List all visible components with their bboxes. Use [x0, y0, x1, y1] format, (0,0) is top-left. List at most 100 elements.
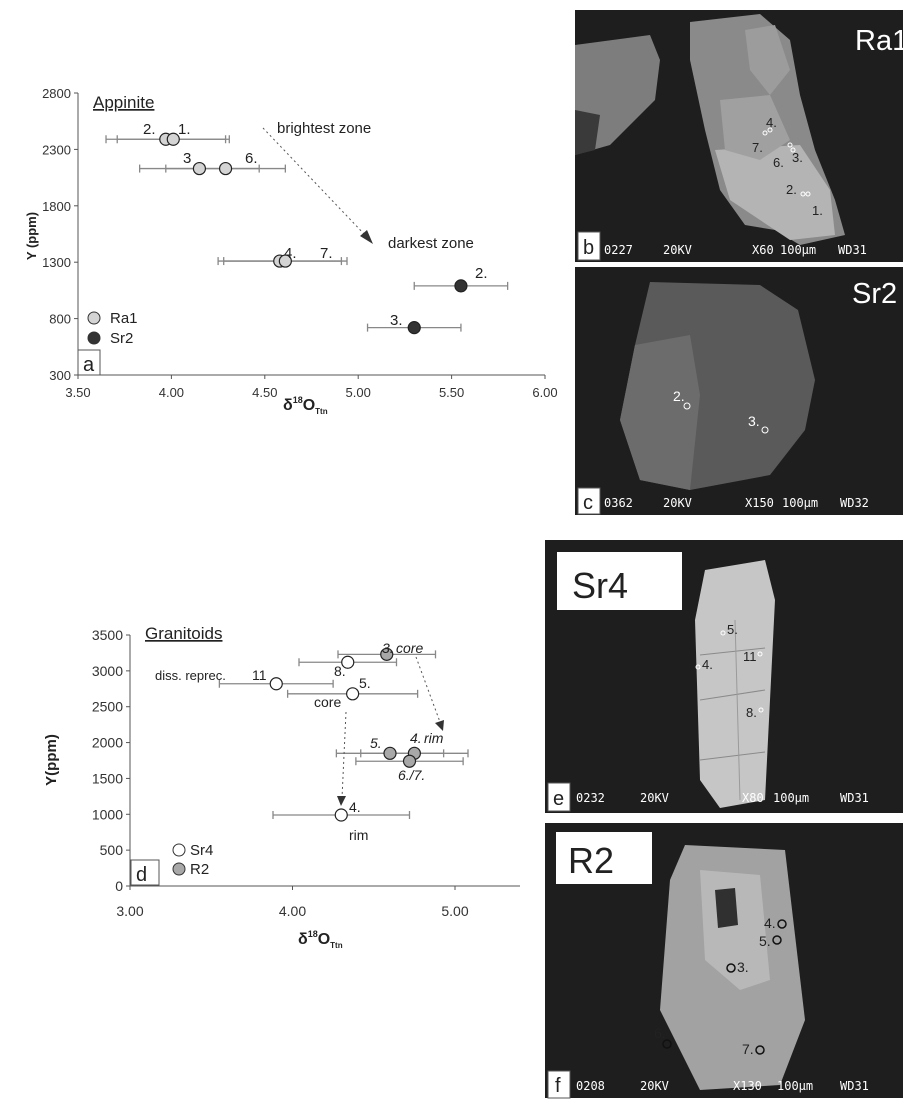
image-panel-f: R2 4. 5. 3. 6. 7. f 0208 20KV X130 100μm… — [545, 823, 903, 1099]
chart-d-label-r2-4: 4. — [410, 730, 422, 746]
image-e-spot-8: 8. — [746, 705, 757, 720]
image-b-footer-3: 100μm — [780, 243, 816, 257]
image-e-spot-4: 4. — [702, 657, 713, 672]
chart-d-ytick-label: 3500 — [92, 627, 123, 643]
chart-d-label-r2-5: 5. — [370, 735, 382, 751]
chart-d-point-r2 — [380, 647, 394, 661]
chart-a-ytick-label: 300 — [49, 368, 71, 383]
chart-d-arrowhead-r2 — [435, 720, 444, 731]
chart-d-legend: Sr4 R2 — [172, 842, 213, 878]
image-f-footer-0: 0208 — [576, 1079, 605, 1093]
chart-a-trend-arrow — [262, 127, 367, 237]
chart-d-label-rim: rim — [349, 827, 368, 843]
image-b-spot-6: 6. — [773, 155, 784, 170]
image-f-footer-3: 100μm — [777, 1079, 813, 1093]
chart-a-xtick-label: 6.00 — [532, 385, 557, 400]
chart-d-ytick-label: 1000 — [92, 806, 123, 822]
image-b-spot-1: 1. — [812, 203, 823, 218]
chart-a-title: Appinite — [93, 93, 154, 112]
image-e-footer-4: WD31 — [840, 791, 869, 805]
image-f-spot-7: 7. — [742, 1041, 754, 1057]
chart-a-xtick-label: 5.00 — [346, 385, 371, 400]
chart-d-ytick-label: 1500 — [92, 770, 123, 786]
image-panel-c: Sr2 2. 3. c 0362 20KV X150 100μm WD32 — [575, 267, 903, 515]
image-b-spot-7: 7. — [752, 140, 763, 155]
chart-d-ytick-label: 500 — [100, 842, 124, 858]
chart-appinite: 300 800 1300 1800 2300 2800 3.50 4.00 4.50 5.00 5… — [24, 86, 558, 416]
image-b-footer-2: X60 — [752, 243, 774, 257]
image-c-footer-3: 100μm — [782, 496, 818, 510]
chart-d-point-r2 — [383, 746, 397, 760]
chart-a-point-ra1 — [278, 254, 292, 268]
image-b-footer-4: WD31 — [838, 243, 867, 257]
image-b-spot-4: 4. — [766, 115, 777, 130]
image-f-letter: f — [555, 1075, 561, 1097]
chart-d-ylabel: Y(ppm) — [43, 734, 60, 786]
image-c-footer-1: 20KV — [663, 496, 692, 510]
chart-a-xtick-label: 4.00 — [159, 385, 184, 400]
chart-d-arrowhead-sr4 — [337, 796, 346, 806]
image-c-spot-2: 2. — [673, 388, 685, 404]
image-c-title: Sr2 — [852, 278, 897, 310]
image-c-footer-4: WD32 — [840, 496, 869, 510]
image-b-spot-3: 3. — [792, 150, 803, 165]
chart-d-label-r2-67: 6./7. — [398, 767, 425, 783]
chart-a-ylabel: Y (ppm) — [24, 212, 39, 260]
chart-d-ytick-label: 0 — [115, 878, 123, 894]
chart-a-label-sr2-3: 3. — [390, 312, 403, 329]
chart-d-label-4: 4. — [349, 799, 361, 815]
chart-a-point-sr2 — [407, 321, 421, 335]
chart-d-point-sr4 — [341, 655, 355, 669]
chart-a-label-7: 7. — [320, 245, 333, 262]
chart-d-label-5: 5. — [359, 675, 371, 691]
chart-a-legend-ra1: Ra1 — [110, 310, 138, 327]
chart-a-panel-letter: a — [83, 354, 95, 376]
chart-a-ytick-label: 800 — [49, 312, 71, 327]
chart-a-label-sr2-2: 2. — [475, 265, 488, 282]
image-e-footer-2: X80 — [742, 791, 764, 805]
image-b-spot-2: 2. — [786, 182, 797, 197]
image-e-spot-11: 11 — [743, 649, 757, 664]
chart-a-label-3: 3 — [183, 150, 191, 167]
chart-d-point-sr4 — [269, 677, 283, 691]
chart-d-label-r2-core: core — [396, 640, 423, 656]
chart-a-label-4: 4. — [284, 245, 297, 262]
image-f-spot-3: 3. — [737, 959, 749, 975]
image-f-spot-4: 4. — [764, 915, 776, 931]
image-c-letter: c — [583, 492, 593, 514]
chart-a-xtick-label: 3.50 — [65, 385, 90, 400]
image-b-footer-1: 20KV — [663, 243, 692, 257]
chart-a-legend: Ra1 Sr2 — [87, 310, 138, 347]
image-f-footer-1: 20KV — [640, 1079, 669, 1093]
chart-a-xtick-label: 5.50 — [439, 385, 464, 400]
image-e-footer-1: 20KV — [640, 791, 669, 805]
chart-d-point-r2 — [402, 754, 417, 768]
image-panel-e: Sr4 5. 4. 11 8. e 0232 20KV X80 100μm WD… — [545, 540, 903, 813]
chart-d-point-sr4 — [334, 808, 348, 822]
chart-d-xtick-label: 4.00 — [279, 903, 306, 919]
svg-text:δ18OTtn: δ18OTtn — [283, 395, 328, 416]
chart-d-label-r2-3: 3. — [382, 640, 394, 656]
chart-d-title: Granitoids — [145, 624, 222, 643]
image-f-spot-6: 6. — [654, 1025, 666, 1041]
chart-d-legend-r2: R2 — [190, 861, 209, 878]
chart-d-ytick-label: 3000 — [92, 663, 123, 679]
chart-a-ytick-label: 1800 — [42, 199, 71, 214]
chart-a-label-1: 1. — [178, 121, 191, 138]
image-f-title: R2 — [568, 840, 614, 881]
chart-d-xtick-label: 3.00 — [116, 903, 143, 919]
chart-a-annotation-brightest: brightest zone — [277, 120, 371, 137]
chart-d-point-sr4 — [346, 687, 360, 701]
chart-a-legend-sr2: Sr2 — [110, 330, 133, 347]
chart-a-point-ra1 — [192, 161, 207, 176]
chart-a-xtick-label: 4.50 — [252, 385, 277, 400]
image-c-spot-3: 3. — [748, 413, 760, 429]
chart-a-point-ra1 — [218, 161, 233, 176]
chart-d-annotation-diss: diss. reprec. — [155, 668, 226, 683]
chart-a-annotation-darkest: darkest zone — [388, 235, 474, 252]
chart-a-xlabel: δ18OTtn — [283, 395, 328, 416]
chart-d-xtick-label: 5.00 — [441, 903, 468, 919]
chart-d-panel-letter: d — [136, 864, 147, 886]
image-b-footer-0: 0227 — [604, 243, 633, 257]
